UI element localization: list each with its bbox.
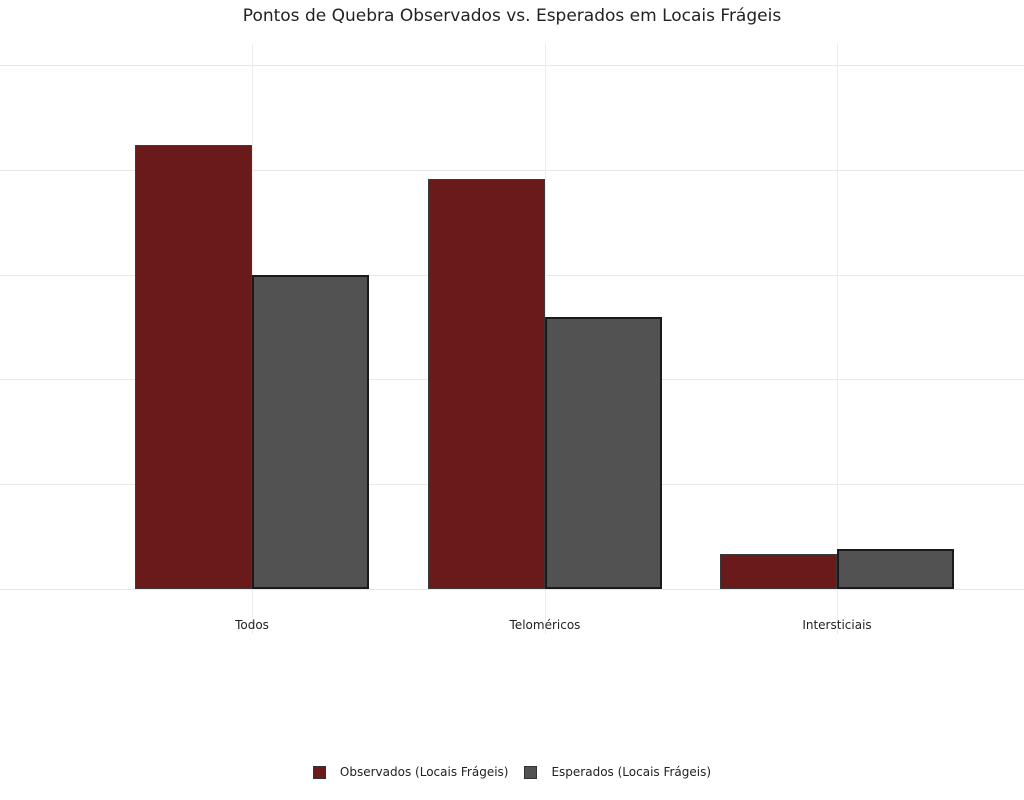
legend-swatch-expected [524,765,538,779]
x-tick-label: Teloméricos [509,618,581,632]
gridline-horizontal [0,65,1024,66]
legend-label-observed: Observados (Locais Frágeis) [339,765,509,779]
bar-expected-0[interactable] [252,274,369,589]
legend-label-expected: Esperados (Locais Frágeis) [551,765,712,779]
bar-observed-0[interactable] [135,144,252,589]
bar-expected-2[interactable] [837,549,954,589]
x-tick-label: Intersticiais [802,618,872,632]
gridline-horizontal [0,589,1024,590]
legend-item-observed[interactable]: Observados (Locais Frágeis) [312,765,509,779]
gridline-horizontal [0,170,1024,171]
bar-observed-2[interactable] [720,554,837,589]
x-tick-label: Todos [235,618,269,632]
legend-swatch-observed [312,765,326,779]
bar-expected-1[interactable] [545,316,662,589]
chart-legend: Observados (Locais Frágeis) Esperados (L… [0,765,1024,779]
bar-observed-1[interactable] [428,179,545,589]
gridline-vertical [837,44,838,634]
chart-title: Pontos de Quebra Observados vs. Esperado… [242,6,782,26]
legend-item-expected[interactable]: Esperados (Locais Frágeis) [524,765,711,779]
